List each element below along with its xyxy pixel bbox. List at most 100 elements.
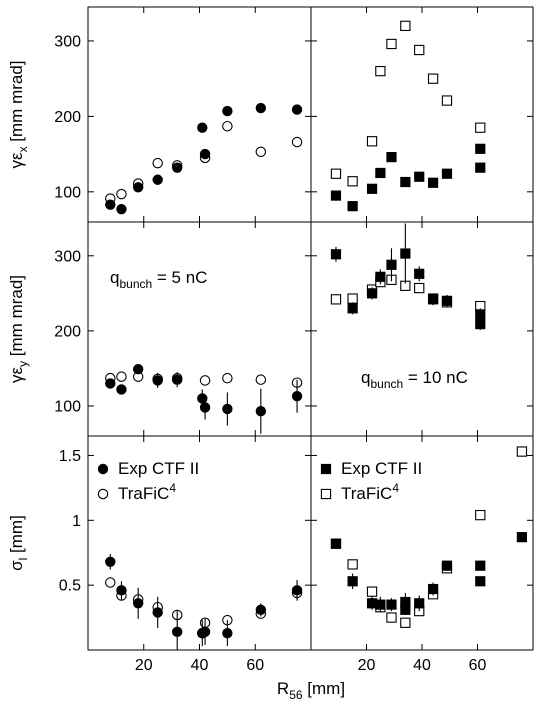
y-axis-label-r1: γεy [mm mrad] xyxy=(7,275,30,383)
sim-point-r0-c1 xyxy=(400,20,411,32)
sim-point-r0-c0 xyxy=(291,136,303,148)
y-tick-label-r2: 1 xyxy=(72,513,81,530)
exp-point-r1-c0 xyxy=(116,384,127,395)
y-axis-label-r2-main: σ xyxy=(7,560,26,571)
panel-frame-r1-c0 xyxy=(87,221,312,437)
exp-point-r1-c1 xyxy=(475,309,486,320)
charge-label-c1: qbunch = 10 nC xyxy=(361,368,468,391)
x-axis-label-main: R xyxy=(277,679,289,698)
exp-point-r0-c1 xyxy=(475,162,486,173)
exp-point-r2-c1 xyxy=(400,604,411,615)
exp-point-r0-c0 xyxy=(132,182,144,193)
legend-sim-marker-c1 xyxy=(320,488,332,500)
x-tick-label-c1: 60 xyxy=(469,657,487,674)
y-axis-label-r1-main: γε xyxy=(7,367,26,384)
exp-point-r1-c0 xyxy=(255,406,267,417)
exp-point-r0-c0 xyxy=(116,203,127,215)
exp-point-r1-c1 xyxy=(347,303,358,314)
sim-point-r2-c0 xyxy=(105,577,116,588)
exp-point-r0-c0 xyxy=(105,199,116,210)
legend-sim-label-c1: TraFiC4 xyxy=(341,481,399,503)
charge-label-c1-sub: bunch xyxy=(370,377,403,391)
x-tick-label-c1: 20 xyxy=(358,657,376,674)
exp-point-r0-c0 xyxy=(291,104,303,115)
sim-point-r2-c1 xyxy=(347,559,358,570)
sim-point-r2-c1 xyxy=(475,509,486,521)
sim-point-r0-c0 xyxy=(116,188,127,200)
exp-point-r1-c0 xyxy=(199,402,211,413)
sim-point-r2-c1 xyxy=(400,617,411,628)
exp-point-r0-c1 xyxy=(375,167,386,179)
legend-exp-marker-c0 xyxy=(97,463,109,475)
sim-point-r0-c0 xyxy=(255,146,267,158)
panel-frame-r0-c1 xyxy=(310,6,534,223)
charge-label-c0-sub: bunch xyxy=(119,277,152,291)
legend-sim-label-sup-c1: 4 xyxy=(392,481,399,495)
charge-label-c0-tail: = 5 nC xyxy=(152,268,207,287)
exp-point-r1-c1 xyxy=(366,288,378,299)
exp-point-r2-c1 xyxy=(386,599,397,610)
exp-point-r0-c0 xyxy=(199,148,211,160)
exp-point-r2-c1 xyxy=(347,576,358,587)
legend-exp-marker-c1 xyxy=(320,463,332,475)
y-axis-label-r0-tail: [mm mrad] xyxy=(7,60,26,146)
y-tick-label-r0: 300 xyxy=(54,33,81,50)
sim-point-r1-c1 xyxy=(347,293,358,304)
y-tick-label-r1: 200 xyxy=(54,323,81,340)
sim-point-r0-c0 xyxy=(152,157,163,169)
sim-point-r0-c1 xyxy=(347,176,358,187)
exp-point-r1-c1 xyxy=(400,248,411,259)
sim-point-r1-c0 xyxy=(222,372,233,384)
exp-point-r0-c1 xyxy=(428,177,439,188)
exp-point-r1-c1 xyxy=(414,268,425,279)
y-axis-label-r1-sub: y xyxy=(16,361,30,367)
y-tick-label-r0: 200 xyxy=(54,109,81,126)
legend-sim-label-sup-c0: 4 xyxy=(169,481,176,495)
sim-point-r1-c0 xyxy=(199,375,211,386)
x-axis-label: R56 [mm] xyxy=(277,679,345,702)
y-tick-label-r1: 300 xyxy=(54,248,81,265)
exp-point-r0-c1 xyxy=(330,190,342,201)
legend-exp-label-c0: Exp CTF II xyxy=(118,459,199,478)
exp-point-r0-c0 xyxy=(255,102,267,114)
y-axis-label-r0-main: γε xyxy=(7,152,26,169)
exp-point-r1-c1 xyxy=(441,295,453,306)
y-tick-label-r0: 100 xyxy=(54,184,81,201)
exp-point-r2-c1 xyxy=(475,576,486,587)
charge-label-c1-tail: = 10 nC xyxy=(403,368,468,387)
sim-point-r0-c1 xyxy=(375,65,386,77)
exp-point-r2-c0 xyxy=(291,585,303,596)
exp-point-r1-c0 xyxy=(152,375,163,386)
exp-point-r1-c1 xyxy=(428,294,439,305)
exp-point-r2-c1 xyxy=(475,560,486,571)
legend-sim-marker-c0 xyxy=(97,488,109,500)
sim-point-r2-c1 xyxy=(516,446,528,457)
exp-point-r1-c0 xyxy=(291,391,303,402)
sim-point-r0-c1 xyxy=(441,95,453,106)
sim-point-r1-c0 xyxy=(116,371,127,382)
exp-point-r0-c1 xyxy=(386,152,397,163)
sim-point-r0-c1 xyxy=(366,136,378,147)
exp-point-r0-c1 xyxy=(475,143,486,154)
exp-point-r0-c0 xyxy=(222,105,233,117)
exp-point-r1-c0 xyxy=(105,378,116,389)
exp-point-r1-c1 xyxy=(475,319,486,330)
y-tick-label-r1: 100 xyxy=(54,398,81,415)
sim-point-r1-c1 xyxy=(330,294,342,305)
y-axis-label-r1-tail: [mm mrad] xyxy=(7,275,26,361)
exp-point-r2-c1 xyxy=(330,538,342,549)
sim-point-r0-c1 xyxy=(330,168,342,179)
sim-point-r2-c1 xyxy=(366,586,378,597)
exp-point-r2-c1 xyxy=(414,598,425,609)
x-tick-label-c1: 40 xyxy=(413,657,431,674)
y-axis-label-r0-sub: x xyxy=(16,146,30,152)
sim-point-r0-c1 xyxy=(427,73,439,84)
exp-point-r1-c0 xyxy=(172,374,183,385)
exp-point-r0-c1 xyxy=(400,176,411,188)
exp-point-r2-c0 xyxy=(132,598,144,609)
exp-point-r2-c0 xyxy=(255,604,267,615)
sim-point-r0-c1 xyxy=(475,122,486,133)
x-tick-label-c0: 60 xyxy=(246,657,264,674)
legend-sim-label-main-c0: TraFiC xyxy=(118,484,169,503)
